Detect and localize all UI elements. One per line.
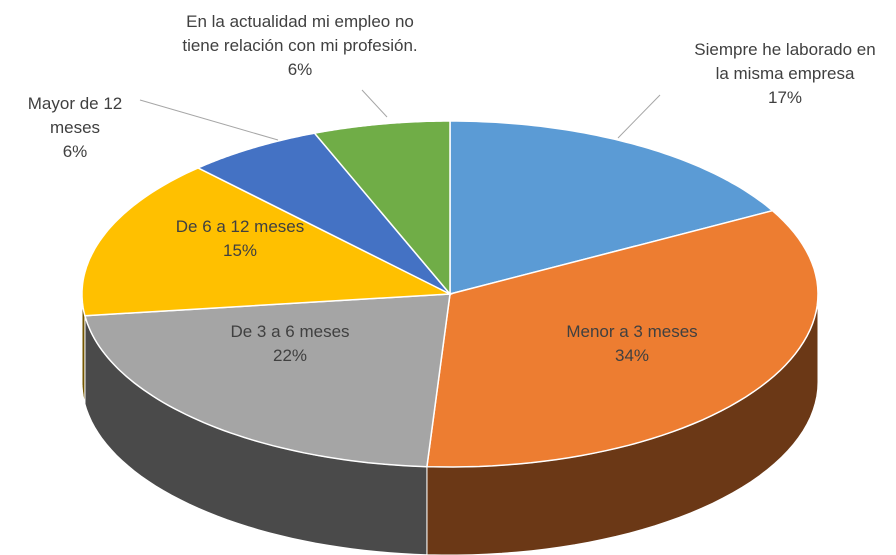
leader-line — [361, 89, 388, 118]
slice-label: De 6 a 12 meses 15% — [140, 215, 340, 263]
value-label: 15% — [222, 241, 258, 260]
category-label: Mayor de 12 meses — [27, 94, 123, 137]
category-label: Menor a 3 meses — [566, 322, 698, 341]
leader-line — [139, 99, 279, 141]
slice-label: En la actualidad mi empleo no tiene rela… — [170, 10, 430, 82]
category-label: En la actualidad mi empleo no tiene rela… — [182, 12, 418, 55]
pie-slice — [426, 209, 819, 468]
pie-slice — [313, 120, 451, 297]
value-label: 17% — [767, 88, 803, 107]
value-label: 34% — [614, 346, 650, 365]
pie-slice — [196, 132, 451, 295]
slice-label: Menor a 3 meses 34% — [532, 320, 732, 368]
category-label: De 6 a 12 meses — [175, 217, 305, 236]
category-label: De 3 a 6 meses — [230, 322, 350, 341]
category-label: Siempre he laborado en la misma empresa — [694, 40, 876, 83]
pie-slice — [83, 293, 451, 468]
slice-label: Mayor de 12 meses 6% — [10, 92, 140, 164]
slice-label: De 3 a 6 meses 22% — [190, 320, 390, 368]
slice-label: Siempre he laborado en la misma empresa 1… — [693, 38, 878, 110]
value-label: 6% — [287, 60, 313, 79]
value-label: 22% — [272, 346, 308, 365]
value-label: 6% — [62, 142, 88, 161]
pie-slice — [449, 120, 775, 295]
leader-line — [617, 94, 661, 139]
pie-slice — [81, 167, 453, 317]
